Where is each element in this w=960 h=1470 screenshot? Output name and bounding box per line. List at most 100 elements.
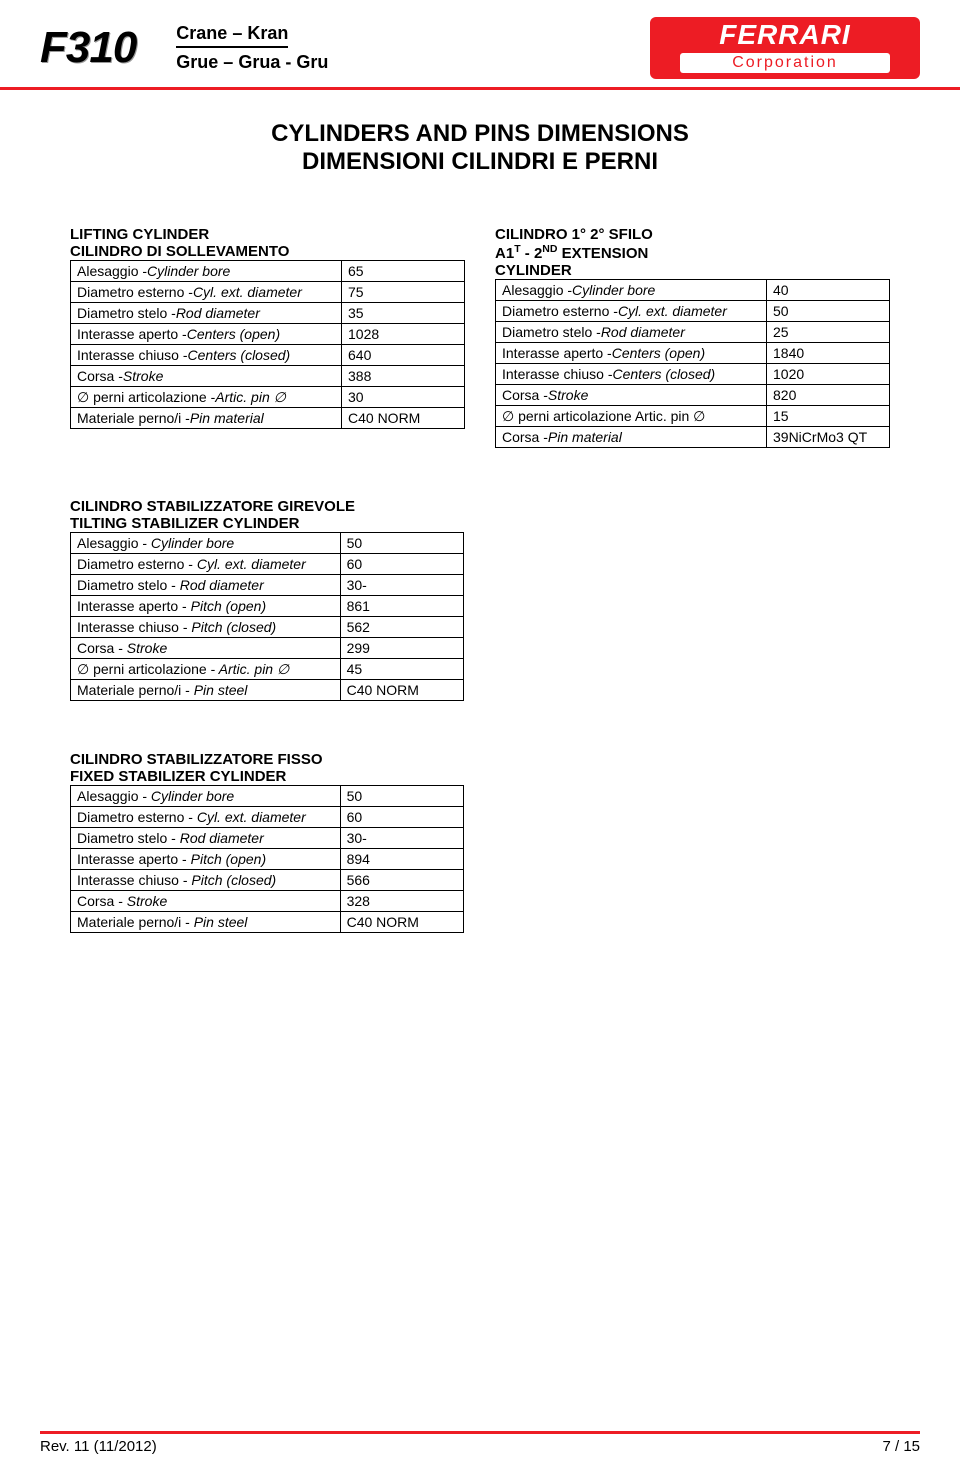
table-row: Diametro esterno -Cyl. ext. diameter75 [71,282,465,303]
row-label: Diametro esterno - Cyl. ext. diameter [71,554,341,575]
row-value: 65 [342,261,465,282]
row-label: ∅ perni articolazione -Artic. pin ∅ [71,387,342,408]
table-row: Interasse chiuso - Pitch (closed)562 [71,617,464,638]
table-row: Alesaggio -Cylinder bore65 [71,261,465,282]
title-line1: CYLINDERS AND PINS DIMENSIONS [70,120,890,148]
row-label: Alesaggio - Cylinder bore [71,786,341,807]
row-label: Diametro esterno -Cyl. ext. diameter [71,282,342,303]
table-row: Materiale perno/i - Pin steelC40 NORM [71,912,464,933]
page: F310 Crane – Kran Grue – Grua - Gru FERR… [0,0,960,1470]
row-value: 562 [340,617,463,638]
row-label: ∅ perni articolazione Artic. pin ∅ [496,406,767,427]
row-label: Interasse chiuso - Pitch (closed) [71,617,341,638]
row-value: C40 NORM [340,680,463,701]
row-value: 35 [342,303,465,324]
fixed-table: Alesaggio - Cylinder bore50Diametro este… [70,785,464,933]
table-row: Alesaggio - Cylinder bore50 [71,533,464,554]
table-row: Corsa -Stroke820 [496,385,890,406]
lifting-heading2: CILINDRO DI SOLLEVAMENTO [70,243,465,260]
tilting-heading2: TILTING STABILIZER CYLINDER [70,515,464,532]
table-row: Corsa - Stroke299 [71,638,464,659]
row-label: Diametro stelo -Rod diameter [71,303,342,324]
row-label: Interasse aperto -Centers (open) [496,343,767,364]
table-row: Alesaggio -Cylinder bore40 [496,280,890,301]
page-header: F310 Crane – Kran Grue – Grua - Gru FERR… [0,0,960,90]
row-value: C40 NORM [340,912,463,933]
table-row: Diametro stelo -Rod diameter35 [71,303,465,324]
table-row: Interasse chiuso -Centers (closed)640 [71,345,465,366]
fixed-heading2: FIXED STABILIZER CYLINDER [70,768,464,785]
row-label: Interasse aperto - Pitch (open) [71,596,341,617]
table-row: Diametro stelo - Rod diameter30- [71,828,464,849]
brand-logo: FERRARI Corporation [650,17,920,79]
top-tables-row: LIFTING CYLINDER CILINDRO DI SOLLEVAMENT… [70,226,890,448]
header-center: Crane – Kran Grue – Grua - Gru [176,23,650,73]
row-value: 299 [340,638,463,659]
tilting-table: Alesaggio - Cylinder bore50Diametro este… [70,532,464,701]
row-value: 30 [342,387,465,408]
table-row: Interasse chiuso -Centers (closed)1020 [496,364,890,385]
page-footer: Rev. 11 (11/2012) 7 / 15 [40,1431,920,1455]
content-area: CYLINDERS AND PINS DIMENSIONS DIMENSIONI… [0,90,960,933]
row-label: Materiale perno/i -Pin material [71,408,342,429]
row-value: 1028 [342,324,465,345]
extension-table: Alesaggio -Cylinder bore40Diametro ester… [495,279,890,448]
table-row: Diametro stelo -Rod diameter25 [496,322,890,343]
row-value: 1840 [767,343,890,364]
row-value: 60 [340,807,463,828]
table-row: Interasse chiuso - Pitch (closed)566 [71,870,464,891]
lifting-cylinder-block: LIFTING CYLINDER CILINDRO DI SOLLEVAMENT… [70,226,465,448]
table-row: Corsa -Pin material39NiCrMo3 QT [496,427,890,448]
title-line2: DIMENSIONI CILINDRI E PERNI [70,148,890,176]
table-row: Diametro esterno - Cyl. ext. diameter60 [71,554,464,575]
row-value: 328 [340,891,463,912]
fixed-heading1: CILINDRO STABILIZZATORE FISSO [70,751,464,768]
row-label: Corsa -Stroke [496,385,767,406]
row-value: C40 NORM [342,408,465,429]
table-row: Diametro esterno - Cyl. ext. diameter60 [71,807,464,828]
row-label: Alesaggio -Cylinder bore [71,261,342,282]
row-value: 40 [767,280,890,301]
row-value: 39NiCrMo3 QT [767,427,890,448]
row-value: 861 [340,596,463,617]
row-value: 894 [340,849,463,870]
row-value: 75 [342,282,465,303]
table-row: Materiale perno/i - Pin steelC40 NORM [71,680,464,701]
lifting-heading1: LIFTING CYLINDER [70,226,465,243]
row-label: Materiale perno/i - Pin steel [71,912,341,933]
row-label: Diametro stelo -Rod diameter [496,322,767,343]
row-value: 1020 [767,364,890,385]
row-label: Alesaggio -Cylinder bore [496,280,767,301]
extension-heading2: A1T - 2ND EXTENSION [495,243,890,262]
row-label: Diametro esterno - Cyl. ext. diameter [71,807,341,828]
row-label: Corsa -Stroke [71,366,342,387]
table-row: Interasse aperto -Centers (open)1840 [496,343,890,364]
table-row: ∅ perni articolazione -Artic. pin ∅30 [71,387,465,408]
row-value: 45 [340,659,463,680]
table-row: Corsa - Stroke328 [71,891,464,912]
row-label: Corsa - Stroke [71,638,341,659]
row-label: Interasse chiuso -Centers (closed) [71,345,342,366]
row-value: 50 [767,301,890,322]
table-row: Diametro stelo - Rod diameter30- [71,575,464,596]
row-value: 820 [767,385,890,406]
row-value: 25 [767,322,890,343]
row-value: 50 [340,533,463,554]
table-row: Corsa -Stroke388 [71,366,465,387]
table-row: Interasse aperto -Centers (open)1028 [71,324,465,345]
header-line2: Grue – Grua - Gru [176,52,328,72]
tilting-heading1: CILINDRO STABILIZZATORE GIREVOLE [70,498,464,515]
row-label: Diametro stelo - Rod diameter [71,828,341,849]
tilting-stabilizer-block: CILINDRO STABILIZZATORE GIREVOLE TILTING… [70,498,464,701]
row-value: 50 [340,786,463,807]
table-row: Alesaggio - Cylinder bore50 [71,786,464,807]
row-label: ∅ perni articolazione - Artic. pin ∅ [71,659,341,680]
extension-heading1: CILINDRO 1° 2° SFILO [495,226,890,243]
row-value: 15 [767,406,890,427]
header-line1: Crane – Kran [176,23,288,48]
row-label: Diametro esterno -Cyl. ext. diameter [496,301,767,322]
row-value: 566 [340,870,463,891]
footer-rev: Rev. 11 (11/2012) [40,1438,157,1455]
extension-heading3: CYLINDER [495,262,890,279]
page-title: CYLINDERS AND PINS DIMENSIONS DIMENSIONI… [70,120,890,176]
